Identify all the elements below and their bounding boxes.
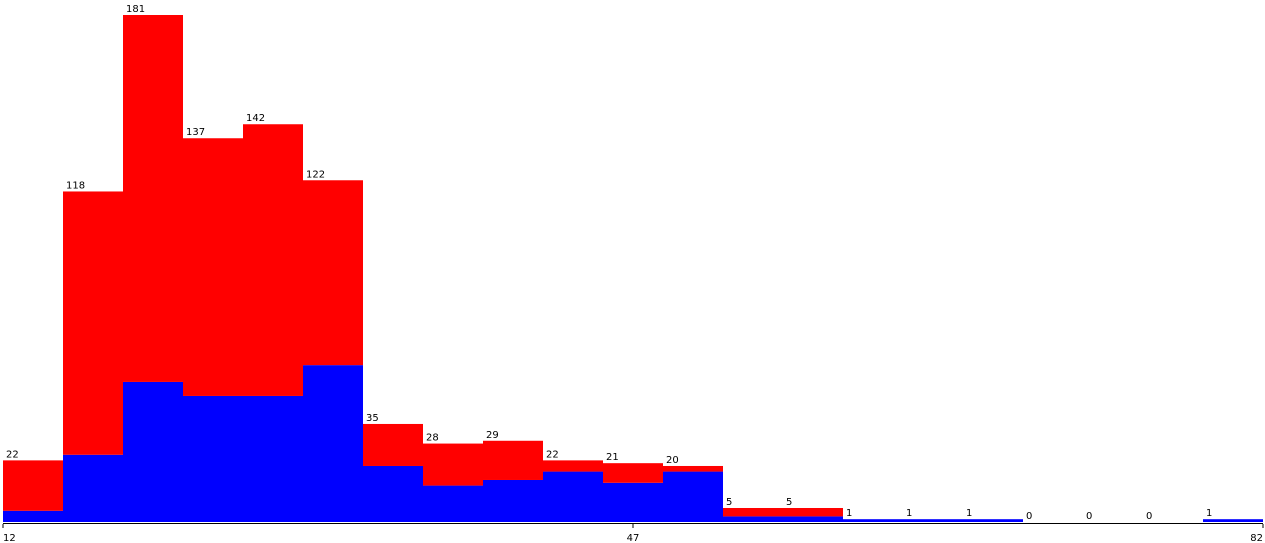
bar-total-label: 1 bbox=[966, 508, 972, 519]
bar-segment bbox=[363, 465, 423, 522]
bar-total-label: 0 bbox=[1086, 511, 1092, 522]
x-tick-label: 12 bbox=[3, 533, 16, 543]
bar-segment bbox=[183, 138, 243, 396]
bar-segment bbox=[903, 519, 963, 522]
bar-segment bbox=[63, 191, 123, 455]
bar-segment bbox=[3, 510, 63, 522]
bar-segment bbox=[723, 516, 783, 522]
x-tick-label: 82 bbox=[1250, 533, 1263, 543]
bar-total-label: 22 bbox=[6, 449, 19, 460]
bar-segment bbox=[1203, 519, 1263, 522]
bar-total-label: 137 bbox=[186, 127, 205, 138]
bar-segment bbox=[483, 479, 543, 522]
bar-total-label: 5 bbox=[786, 497, 792, 508]
bar-total-label: 5 bbox=[726, 497, 732, 508]
bar-total-label: 29 bbox=[486, 430, 499, 441]
bar-total-label: 142 bbox=[246, 113, 265, 124]
bar-total-label: 118 bbox=[66, 180, 85, 191]
bar-segment bbox=[723, 507, 783, 517]
bar-segment bbox=[483, 440, 543, 480]
bar-total-label: 122 bbox=[306, 169, 325, 180]
bar-segment bbox=[663, 471, 723, 522]
bar-total-label: 1 bbox=[906, 508, 912, 519]
bar-segment bbox=[963, 519, 1023, 522]
bar-segment bbox=[783, 516, 843, 522]
bar-segment bbox=[183, 395, 243, 522]
bar-total-label: 20 bbox=[666, 455, 679, 466]
bar-segment bbox=[63, 454, 123, 522]
bar-total-label: 1 bbox=[1206, 508, 1212, 519]
bar-segment bbox=[303, 180, 363, 366]
bar-total-label: 1 bbox=[846, 508, 852, 519]
bar-segment bbox=[663, 465, 723, 472]
bar-segment bbox=[243, 395, 303, 522]
bar-total-label: 22 bbox=[546, 449, 559, 460]
bar-segment bbox=[363, 423, 423, 466]
bar-total-label: 28 bbox=[426, 433, 439, 444]
bar-total-label: 0 bbox=[1026, 511, 1032, 522]
bar-segment bbox=[843, 519, 903, 522]
bar-segment bbox=[603, 463, 663, 483]
bar-segment bbox=[783, 507, 843, 517]
bar-segment bbox=[123, 381, 183, 522]
bar-segment bbox=[123, 15, 183, 382]
bar-total-label: 0 bbox=[1146, 511, 1152, 522]
x-tick-label: 47 bbox=[627, 533, 640, 543]
bar-segment bbox=[303, 365, 363, 522]
bar-segment bbox=[3, 460, 63, 511]
bar-segment bbox=[543, 460, 603, 472]
bar-total-label: 21 bbox=[606, 452, 619, 463]
bar-segment bbox=[603, 482, 663, 522]
bar-segment bbox=[423, 485, 483, 522]
bar-segment bbox=[543, 471, 603, 522]
bar-segment bbox=[423, 443, 483, 486]
bar-segment bbox=[243, 124, 303, 396]
bar-total-label: 35 bbox=[366, 413, 379, 424]
bar-total-label: 181 bbox=[126, 4, 145, 15]
